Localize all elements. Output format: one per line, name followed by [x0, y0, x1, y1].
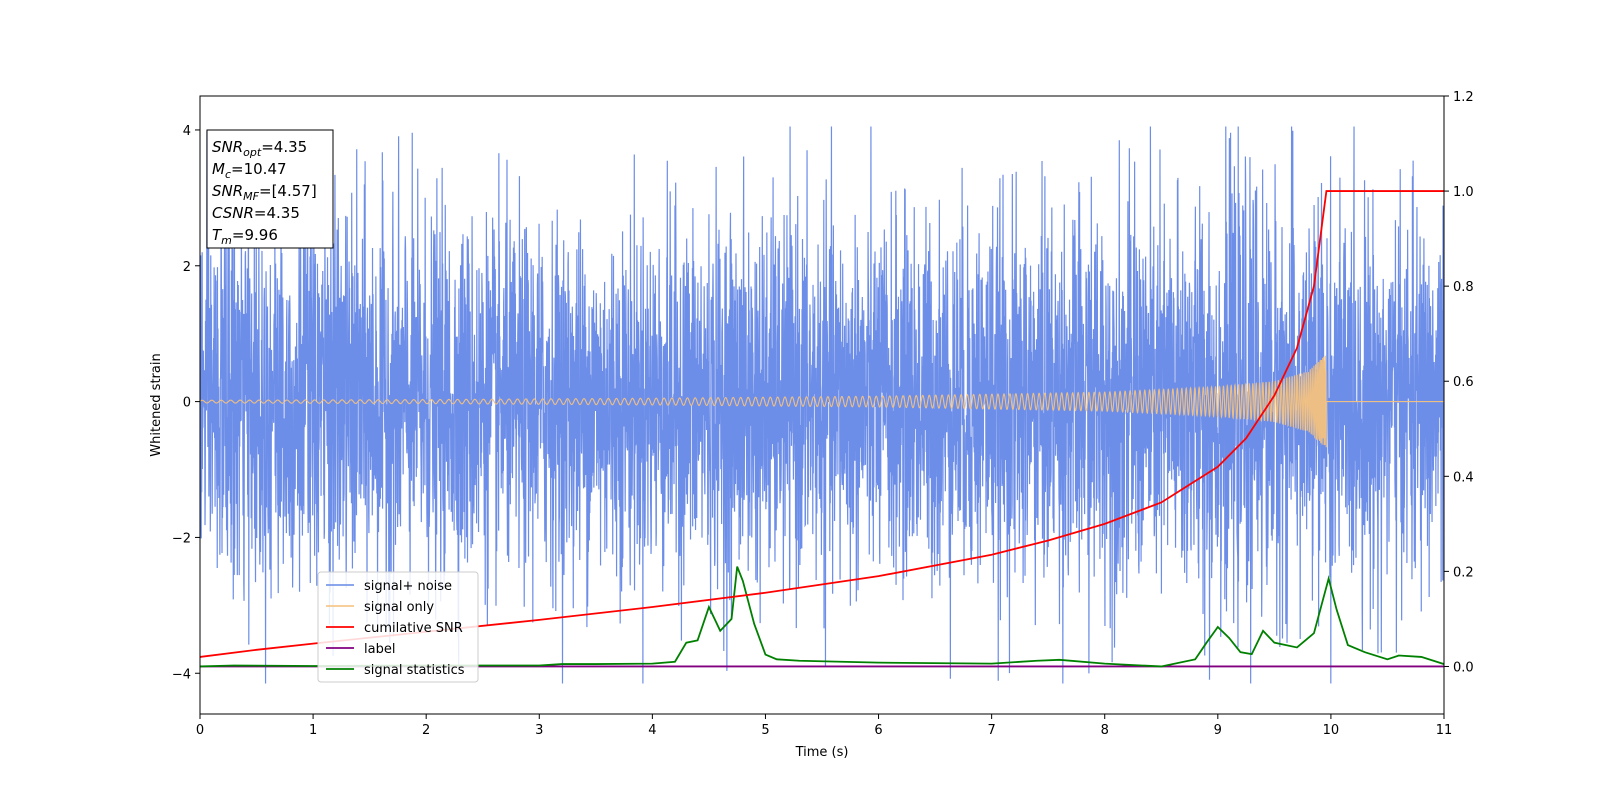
- y-tick-label: 0: [183, 396, 191, 411]
- legend-label-cumsnr: cumilative SNR: [364, 621, 463, 636]
- info-box: SNRopt=4.35Mc=10.47SNRMF=[4.57]CSNR=4.35…: [206, 129, 334, 249]
- series-signal-only-line: [200, 355, 1444, 448]
- y2-tick-label: 0.6: [1453, 375, 1474, 390]
- x-tick-label: 9: [1214, 723, 1222, 738]
- info-box-line: Tm=9.96: [212, 226, 278, 247]
- y2-tick-label: 1.2: [1453, 90, 1474, 105]
- y-tick-label: 4: [183, 124, 191, 139]
- x-axis-label: Time (s): [795, 745, 849, 760]
- plot-frame: [199, 95, 1445, 715]
- x-tick-label: 1: [309, 723, 317, 738]
- legend-label-noise: signal+ noise: [364, 579, 452, 594]
- x-tick-label: 11: [1436, 723, 1453, 738]
- y2-axis-ticks: 1.2 1.0 0.8 0.6 0.4 0.2 0.0: [1444, 90, 1474, 675]
- legend-frame: [317, 571, 479, 683]
- y2-tick-label: 0.8: [1453, 280, 1474, 295]
- x-tick-label: 3: [535, 723, 543, 738]
- y-axis-ticks: 4 2 0 −2 −4: [172, 124, 200, 682]
- y2-tick-label: 0.4: [1453, 470, 1474, 485]
- x-tick-label: 7: [987, 723, 995, 738]
- legend-label-label: label: [364, 642, 395, 657]
- info-box-line: Mc=10.47: [212, 160, 287, 181]
- x-tick-label: 10: [1323, 723, 1340, 738]
- x-tick-label: 2: [422, 723, 430, 738]
- y2-tick-label: 0.2: [1453, 565, 1474, 580]
- x-tick-label: 0: [196, 723, 204, 738]
- legend-label-signal: signal only: [364, 600, 434, 615]
- info-box-line: SNRMF=[4.57]: [212, 182, 317, 203]
- x-tick-label: 4: [648, 723, 656, 738]
- info-box-frame: [206, 129, 334, 249]
- y-tick-label: −2: [172, 531, 191, 546]
- legend-label-stats: signal statistics: [364, 663, 465, 678]
- x-axis-ticks: 0 1 2 3 4 5 6 7 8 9 10 11: [196, 714, 1452, 738]
- y-tick-label: −4: [172, 667, 191, 682]
- y2-tick-label: 0.0: [1453, 660, 1474, 675]
- x-tick-label: 8: [1101, 723, 1109, 738]
- x-tick-label: 5: [761, 723, 769, 738]
- info-box-line: CSNR=4.35: [212, 204, 300, 222]
- series-signal-statistics-line: [200, 566, 1444, 668]
- x-tick-label: 6: [874, 723, 882, 738]
- legend: signal+ noise signal only cumilative SNR la…: [317, 571, 479, 683]
- y2-tick-label: 1.0: [1453, 185, 1474, 200]
- y-tick-label: 2: [183, 260, 191, 275]
- y-axis-label: Whitened strain: [149, 353, 164, 456]
- info-box-line: SNRopt=4.35: [212, 138, 307, 159]
- series-signal-noise-line: [200, 126, 1444, 684]
